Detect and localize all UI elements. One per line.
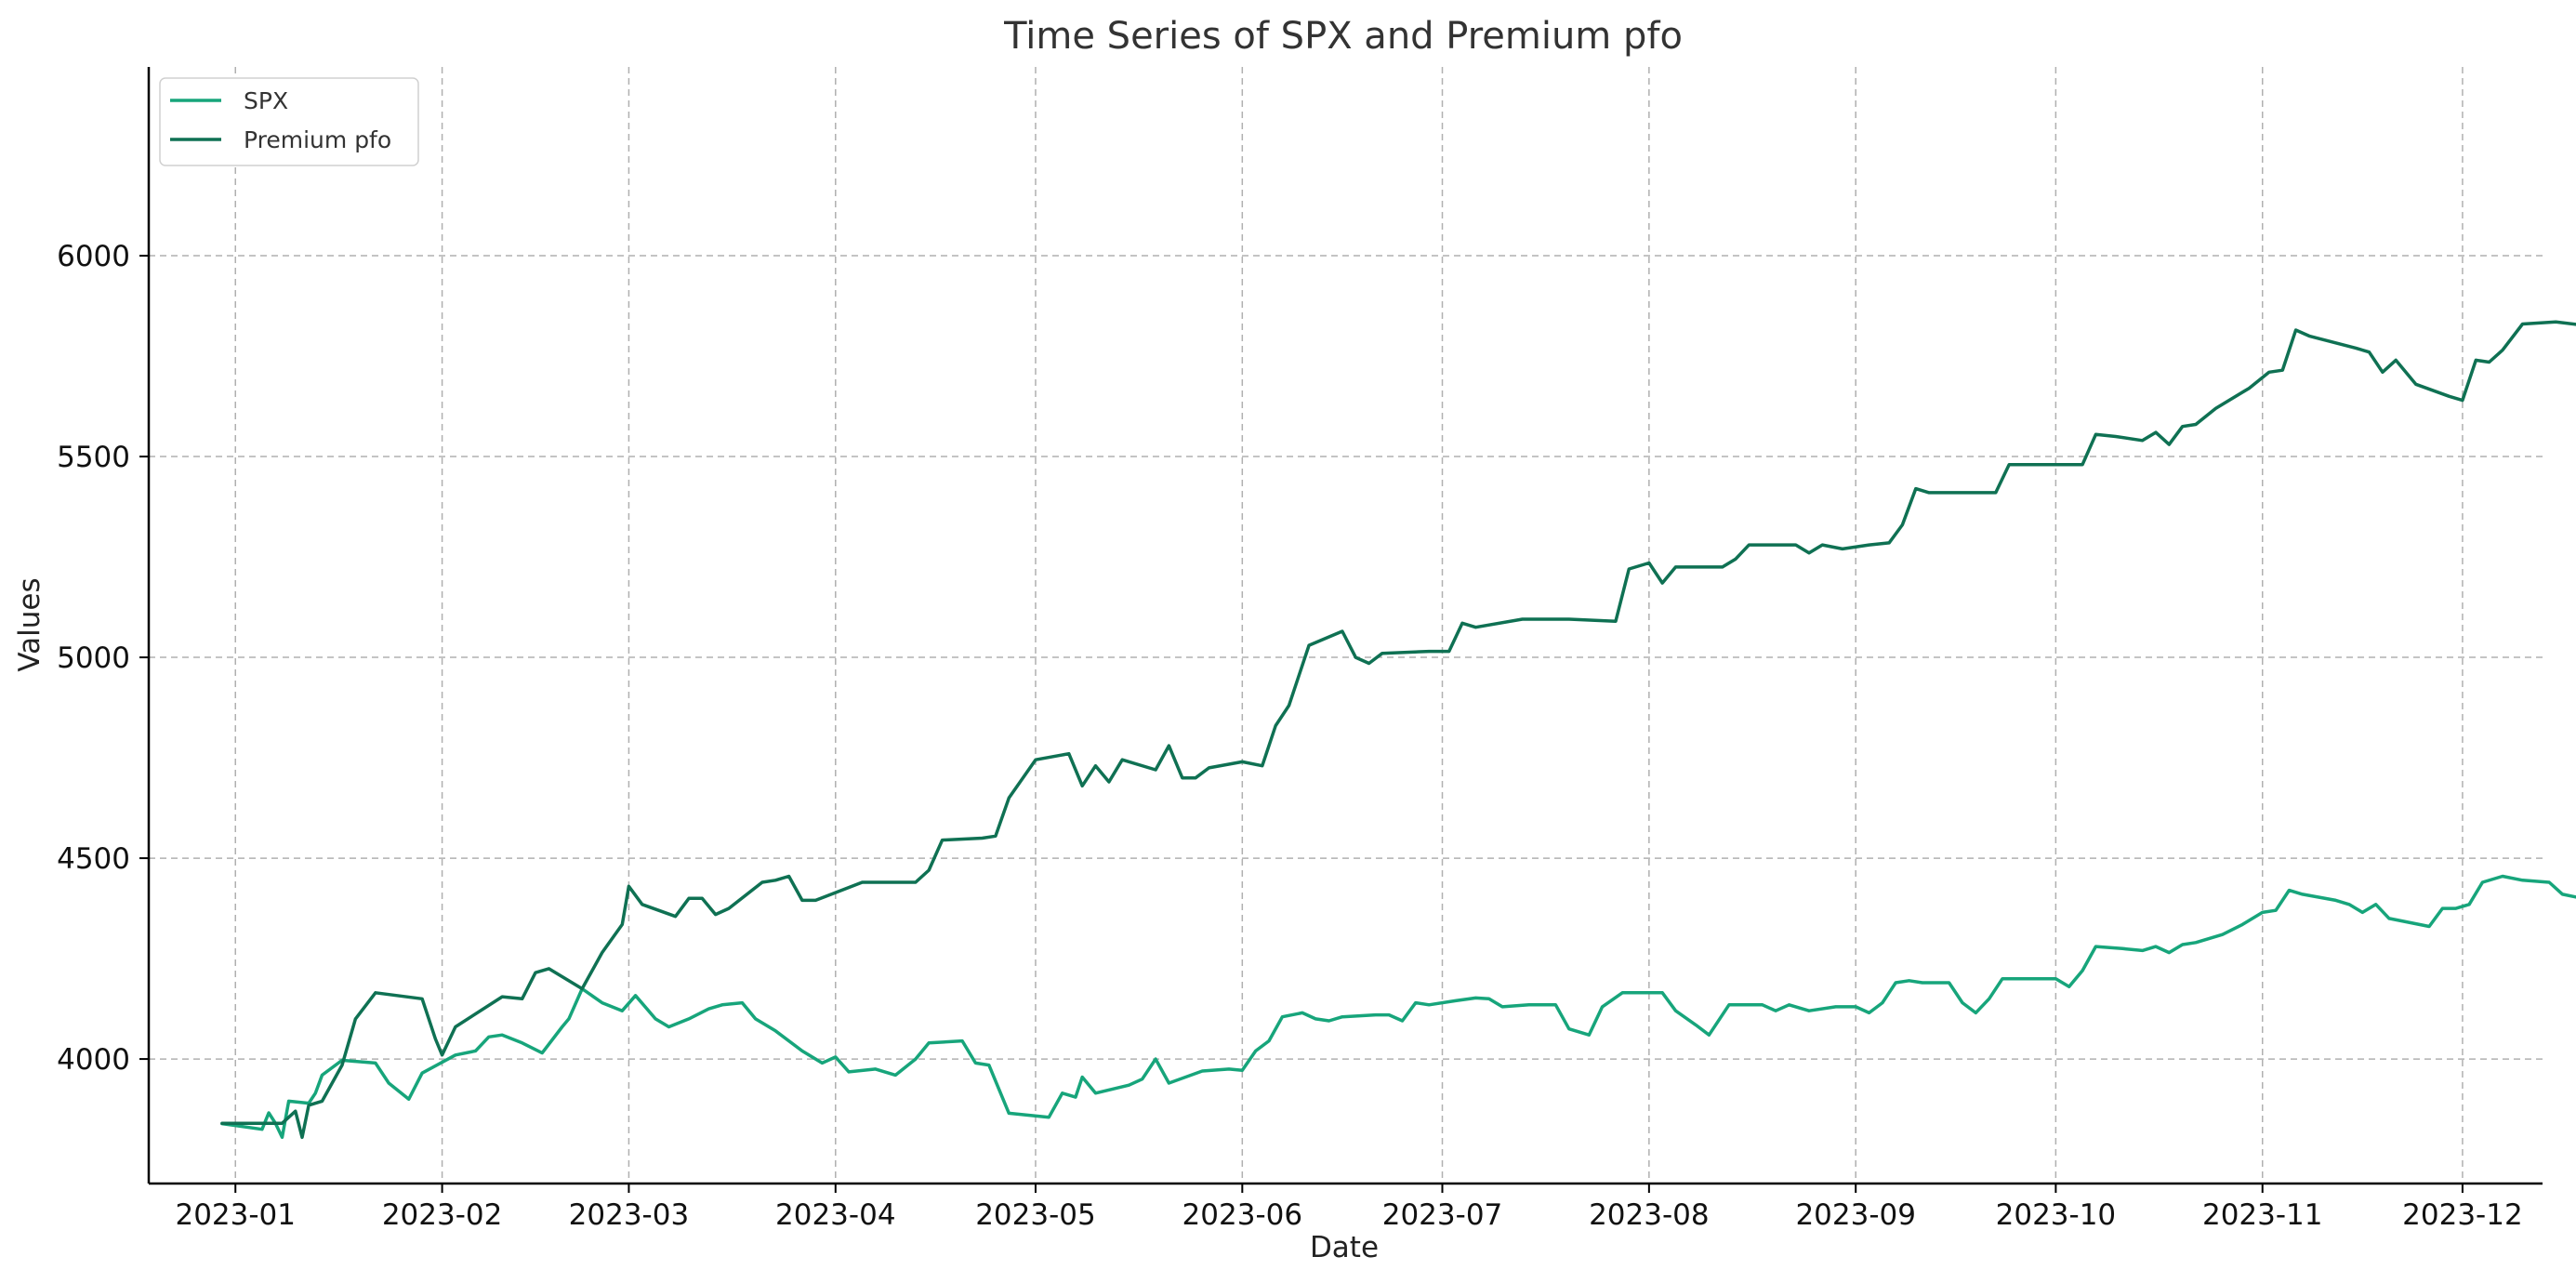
y-tick-label: 6000 (57, 240, 130, 273)
series-layer (220, 320, 2576, 1140)
chart-title: Time Series of SPX and Premium pfo (1003, 15, 1683, 58)
x-tick-label: 2023-09 (1795, 1198, 1916, 1232)
y-axis-label: Values (13, 577, 46, 671)
legend-frame (159, 77, 419, 166)
axis-ticks: 2023-01 2023-02 2023-03 2023-04 2023-05 2023-… (57, 240, 2523, 1232)
x-tick-label: 2023-10 (1996, 1198, 2117, 1232)
x-tick-label: 2023-11 (2202, 1198, 2323, 1232)
y-tick-label: 4000 (57, 1043, 130, 1077)
x-tick-label: 2023-06 (1182, 1198, 1303, 1232)
y-tick-label: 4500 (57, 842, 130, 876)
x-tick-label: 2023-02 (382, 1198, 503, 1232)
legend-label-premium: Premium pfo (244, 126, 391, 153)
x-tick-label: 2023-01 (175, 1198, 296, 1232)
x-tick-label: 2023-03 (569, 1198, 690, 1232)
legend-label-spx: SPX (244, 87, 288, 114)
x-axis-label: Date (1310, 1231, 1379, 1264)
x-tick-label: 2023-05 (975, 1198, 1096, 1232)
legend: SPX Premium pfo (159, 77, 419, 166)
grid (149, 67, 2543, 1184)
x-tick-label: 2023-07 (1382, 1198, 1503, 1232)
y-tick-label: 5500 (57, 441, 130, 474)
series-line-premium-pfo (220, 320, 2576, 1140)
x-tick-label: 2023-12 (2402, 1198, 2523, 1232)
y-tick-label: 5000 (57, 642, 130, 675)
series-line-spx (220, 874, 2576, 1140)
x-tick-label: 2023-08 (1589, 1198, 1710, 1232)
x-tick-label: 2023-04 (775, 1198, 896, 1232)
